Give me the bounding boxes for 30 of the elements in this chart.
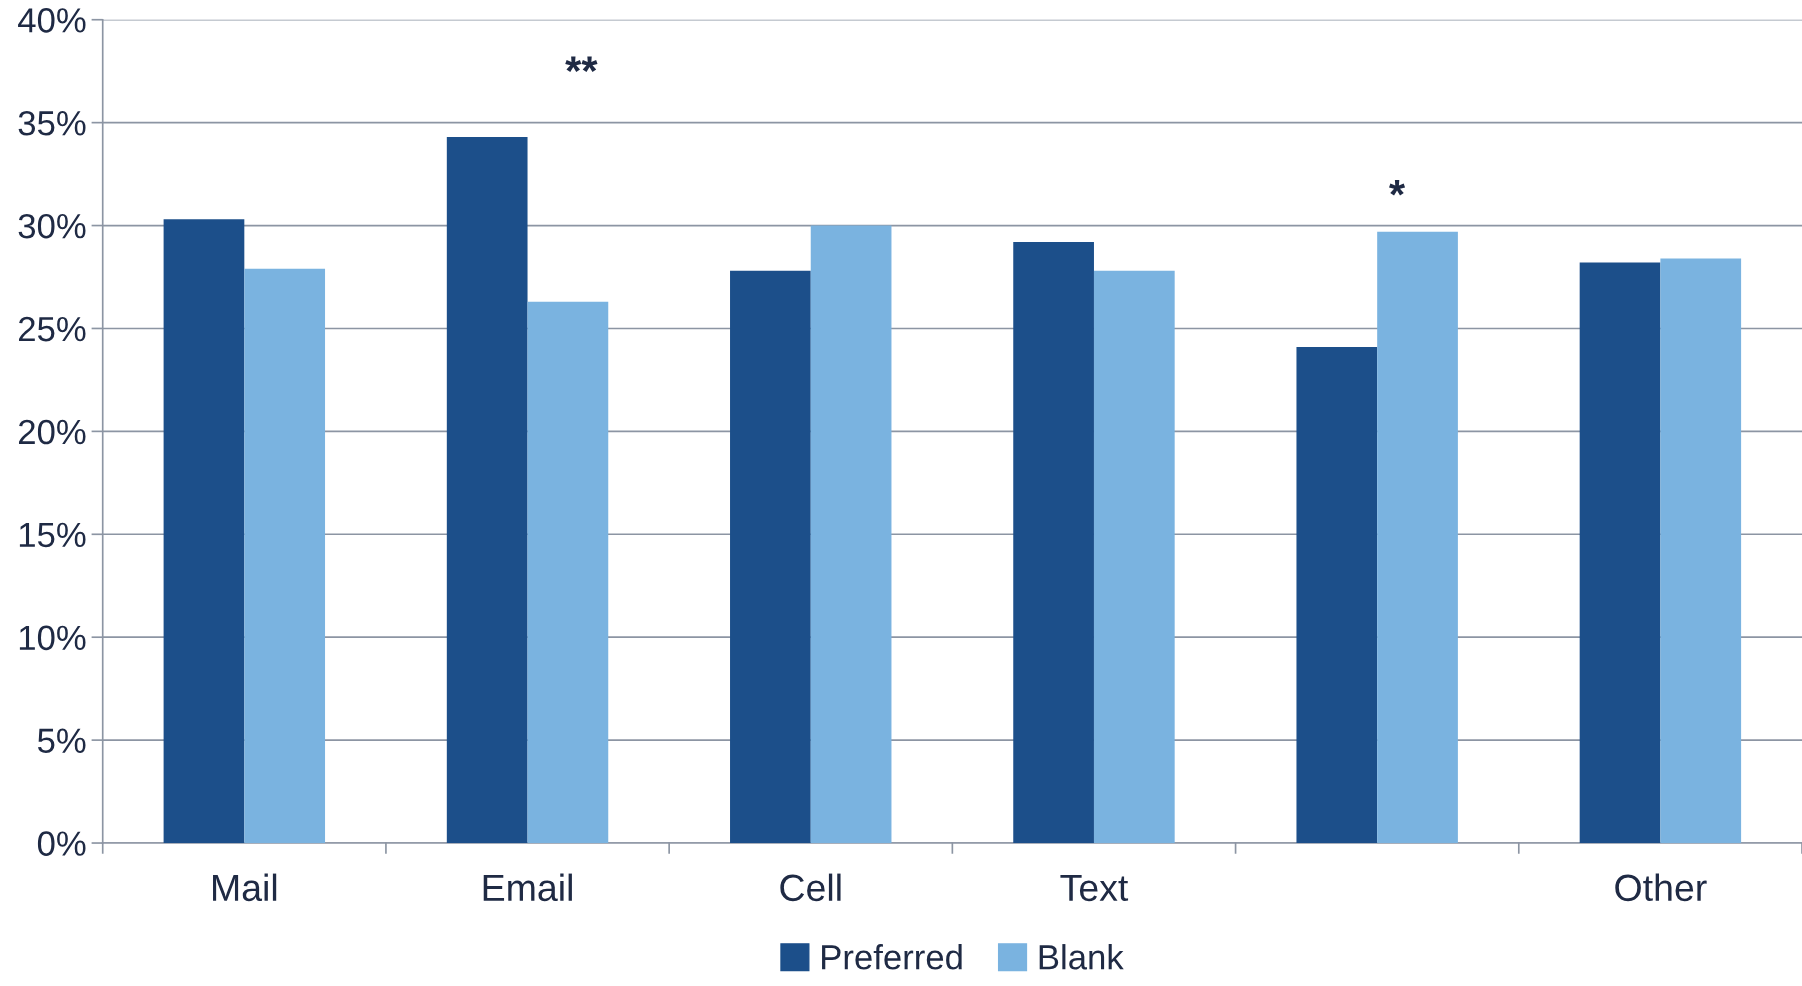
legend-label: Preferred xyxy=(822,944,962,970)
x-tick-label: Cell xyxy=(780,873,841,902)
bar xyxy=(730,270,811,844)
legend-label: Blank xyxy=(1039,944,1124,970)
bar xyxy=(1579,262,1661,844)
y-tick-label: 10% xyxy=(19,625,86,651)
x-tick-label: Mail xyxy=(213,873,277,902)
y-tick-label: 30% xyxy=(18,213,86,239)
bar xyxy=(244,268,326,844)
bar xyxy=(1093,270,1175,844)
bar xyxy=(1660,258,1742,844)
x-tick-label: Email xyxy=(483,873,572,902)
annotation: * xyxy=(1389,180,1406,196)
bar xyxy=(810,225,892,844)
bar xyxy=(1377,231,1458,844)
y-tick-label: 15% xyxy=(19,522,86,548)
annotation: ** xyxy=(565,56,598,73)
y-tick-label: 35% xyxy=(18,110,86,136)
x-tick-label: Other xyxy=(1615,873,1707,902)
bar xyxy=(527,301,609,844)
bar xyxy=(446,137,528,844)
y-tick-label: 40% xyxy=(18,8,86,33)
y-tick-label: 5% xyxy=(37,728,86,754)
y-tick-label: 0% xyxy=(37,831,86,856)
x-tick-label: Text xyxy=(1060,874,1129,902)
bar xyxy=(163,219,245,844)
bar xyxy=(1013,242,1094,844)
y-tick-label: 20% xyxy=(19,419,86,445)
bar xyxy=(1296,346,1378,844)
y-tick-label: 25% xyxy=(19,316,86,342)
